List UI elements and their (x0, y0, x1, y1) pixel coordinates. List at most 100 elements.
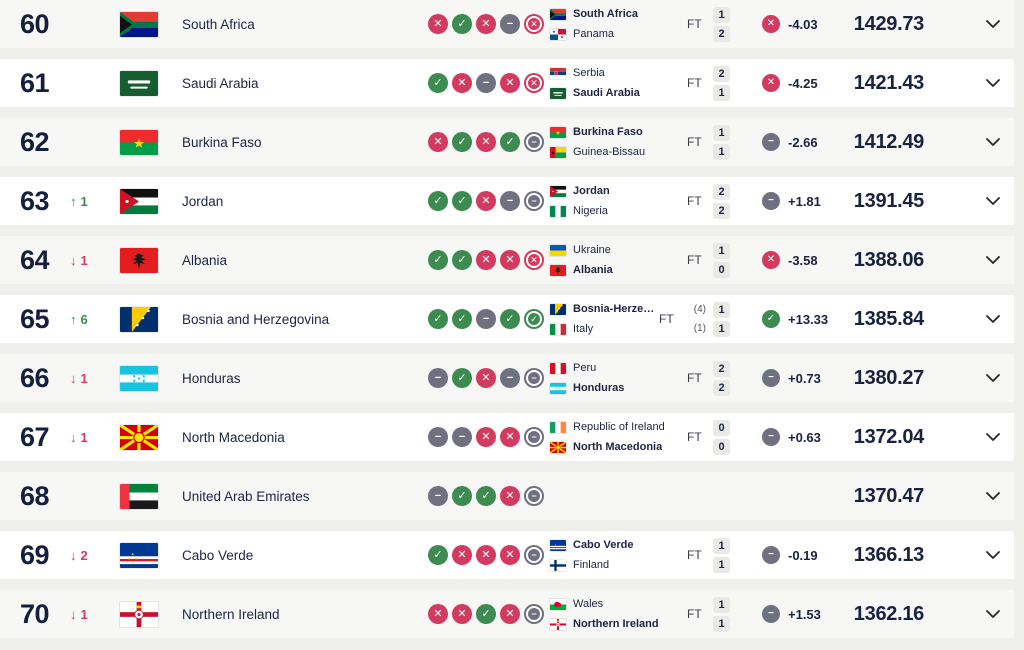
form-loss-icon: ✕ (500, 545, 520, 565)
form-loss-icon: ✕ (500, 73, 520, 93)
expand-row-button[interactable] (972, 118, 1014, 166)
rank-change: ↓ 1 (70, 253, 88, 268)
match-status: FT (687, 17, 702, 31)
rank-change: ↓ 1 (70, 430, 88, 445)
flag-fin-icon (550, 559, 566, 571)
match-status: FT (659, 312, 674, 326)
recent-form: ✓ ✓ ✕ ✕ ✕ (428, 236, 550, 284)
flag-jor-icon (120, 188, 158, 214)
flag-mkd-icon (120, 424, 158, 450)
ranking-row-62[interactable]: 62 Burkina Faso ✕ ✓ ✕ ✓ − Burkina Faso (0, 118, 1014, 166)
rank-change-value: 1 (80, 606, 88, 622)
form-loss-icon: ✕ (524, 250, 544, 270)
last-match: Jordan Nigeria FT 2 2 (550, 177, 762, 225)
flag-ita-icon (550, 323, 566, 335)
rank-down-arrow-icon: ↓ (70, 370, 77, 386)
recent-form: − − ✕ ✕ − (428, 413, 550, 461)
total-points: 1370.47 (853, 484, 925, 507)
away-team-name: Panama (573, 28, 614, 40)
chevron-down-icon (986, 138, 1000, 146)
expand-row-button[interactable] (972, 531, 1014, 579)
points-change-value: -0.19 (788, 547, 818, 563)
home-team-name: Serbia (573, 67, 605, 79)
expand-row-button[interactable] (972, 0, 1014, 48)
points-change: ✕ -3.58 (762, 236, 850, 284)
last-match: Ukraine Albania FT 1 0 (550, 236, 762, 284)
flag-nga-icon (550, 205, 566, 217)
points-change-value: -4.25 (788, 75, 818, 91)
expand-row-button[interactable] (972, 590, 1014, 638)
chevron-down-icon (986, 433, 1000, 441)
rank-number: 65 (20, 303, 50, 334)
match-away-team: Honduras (550, 381, 687, 395)
home-score: 1 (713, 242, 730, 259)
away-score: 1 (713, 615, 730, 632)
away-score: 2 (713, 202, 730, 219)
rank-change-value: 6 (80, 311, 88, 327)
home-score: 1 (713, 537, 730, 554)
match-status: FT (687, 253, 702, 267)
total-points: 1421.43 (853, 71, 925, 94)
home-team-name: Cabo Verde (573, 539, 634, 551)
form-draw-icon: − (524, 191, 544, 211)
rank-change-value: 1 (80, 252, 88, 268)
ranking-row-65[interactable]: 65 ↑ 6 Bosnia and Herzegovina ✓ ✓ − ✓ ✓ Bosn… (0, 295, 1014, 343)
ranking-row-66[interactable]: 66 ↓ 1 Honduras − ✓ ✕ − − Peru Honduras (0, 354, 1014, 402)
expand-row-button[interactable] (972, 295, 1014, 343)
home-score: 2 (713, 183, 730, 200)
form-draw-icon: − (524, 486, 544, 506)
match-home-team: Wales (550, 597, 687, 611)
match-scores: 1 1 (713, 596, 730, 632)
away-team-name: Italy (573, 323, 594, 335)
rank-up-arrow-icon: ↑ (70, 193, 77, 209)
rank-down-arrow-icon: ↓ (70, 429, 77, 445)
rank-number: 61 (20, 67, 50, 98)
form-loss-icon: ✕ (500, 486, 520, 506)
expand-row-button[interactable] (972, 236, 1014, 284)
match-status: FT (687, 371, 702, 385)
match-home-team: Ukraine (550, 243, 687, 257)
flag-zaf-icon (120, 11, 158, 37)
rank-change: ↓ 1 (70, 371, 88, 386)
recent-form: − ✓ ✓ ✕ − (428, 472, 550, 520)
match-away-team: Nigeria (550, 204, 687, 218)
form-win-icon: ✓ (428, 191, 448, 211)
total-points: 1388.06 (853, 248, 925, 271)
recent-form: ✓ ✓ − ✓ ✓ (428, 295, 550, 343)
rank-number: 62 (20, 126, 50, 157)
ranking-row-60[interactable]: 60 South Africa ✕ ✓ ✕ − ✕ South Africa (0, 0, 1014, 48)
recent-form: ✓ ✓ ✕ − − (428, 177, 550, 225)
ranking-row-70[interactable]: 70 ↓ 1 Northern Ireland ✕ ✕ ✓ ✕ − Wales N (0, 590, 1014, 638)
flag-ukr-icon (550, 244, 566, 256)
ranking-row-61[interactable]: 61 Saudi Arabia ✓ ✕ − ✕ ✕ Serbia Saudi (0, 59, 1014, 107)
total-points: 1391.45 (853, 189, 925, 212)
rank-number: 69 (20, 539, 50, 570)
ranking-row-63[interactable]: 63 ↑ 1 Jordan ✓ ✓ ✕ − − Jordan Nigeria (0, 177, 1014, 225)
expand-row-button[interactable] (972, 177, 1014, 225)
flag-jor-icon (550, 185, 566, 197)
home-team-name: Jordan (573, 185, 610, 197)
expand-row-button[interactable] (972, 413, 1014, 461)
ranking-row-68[interactable]: 68 United Arab Emirates − ✓ ✓ ✕ − (0, 472, 1014, 520)
form-win-icon: ✓ (476, 486, 496, 506)
match-away-team: Guinea-Bissau (550, 145, 687, 159)
country-name: South Africa (182, 16, 255, 32)
rank-change-value: 1 (80, 429, 88, 445)
expand-row-button[interactable] (972, 472, 1014, 520)
expand-row-button[interactable] (972, 354, 1014, 402)
rank-up-arrow-icon: ↑ (70, 311, 77, 327)
flag-sau-icon (550, 87, 566, 99)
last-match: Burkina Faso Guinea-Bissau FT 1 1 (550, 118, 762, 166)
chevron-down-icon (986, 610, 1000, 618)
points-change-win-icon: ✓ (762, 310, 780, 328)
rank-number: 68 (20, 480, 50, 511)
total-points: 1380.27 (853, 366, 925, 389)
recent-form: ✕ ✕ ✓ ✕ − (428, 590, 550, 638)
ranking-row-64[interactable]: 64 ↓ 1 Albania ✓ ✓ ✕ ✕ ✕ Ukraine Albania (0, 236, 1014, 284)
points-change-value: +13.33 (788, 311, 829, 327)
form-loss-icon: ✕ (476, 545, 496, 565)
flag-nir-icon (550, 618, 566, 630)
ranking-row-69[interactable]: 69 ↓ 2 Cabo Verde ✓ ✕ ✕ ✕ − Cabo Verde Fi (0, 531, 1014, 579)
ranking-row-67[interactable]: 67 ↓ 1 North Macedonia − − ✕ ✕ − Republic of… (0, 413, 1014, 461)
expand-row-button[interactable] (972, 59, 1014, 107)
